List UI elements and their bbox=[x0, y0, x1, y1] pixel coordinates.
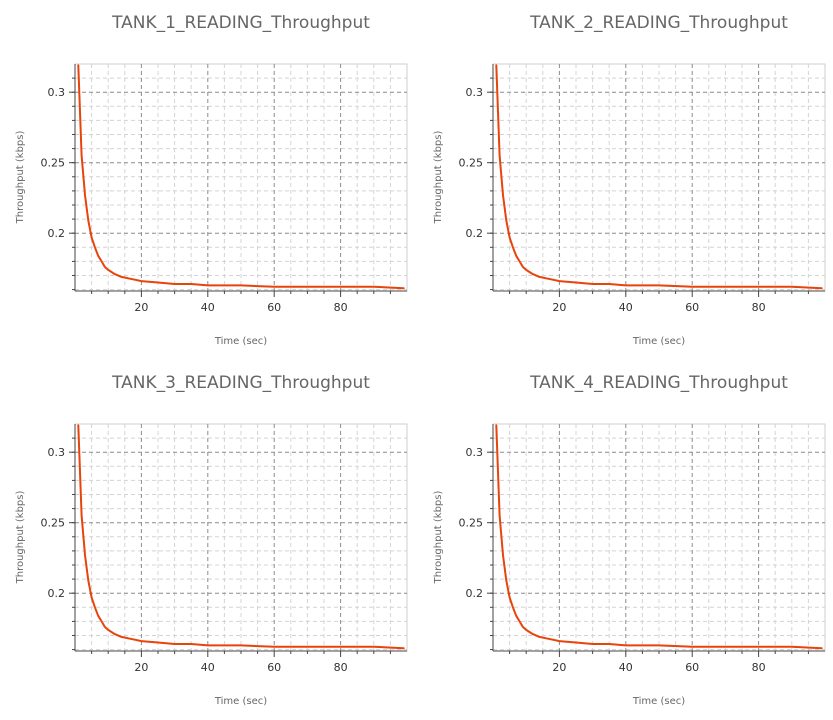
y-tick-label: 0.2 bbox=[466, 227, 484, 240]
y-tick-label: 0.25 bbox=[459, 517, 484, 530]
series-line bbox=[77, 424, 405, 650]
plot-area: 20 40 60 80 0.2 0.25 0.3 bbox=[459, 423, 826, 674]
x-tick-label: 20 bbox=[552, 661, 566, 674]
y-axis-label: Throughput (kbps) bbox=[15, 131, 26, 225]
x-tick-label: 80 bbox=[334, 661, 348, 674]
series-line bbox=[77, 64, 405, 290]
chart-svg-tank-3: TANK_3_READING_Throughput Time (sec) Thr… bbox=[15, 373, 408, 707]
y-tick-label: 0.3 bbox=[466, 446, 484, 459]
y-tick-label: 0.3 bbox=[466, 86, 484, 99]
chart-panel-tank-4: TANK_4_READING_Throughput Time (sec) Thr… bbox=[417, 360, 833, 720]
y-tick-label: 0.25 bbox=[41, 157, 66, 170]
y-tick-label: 0.2 bbox=[48, 227, 66, 240]
y-axis-label: Throughput (kbps) bbox=[433, 131, 444, 225]
chart-svg-tank-2: TANK_2_READING_Throughput Time (sec) Thr… bbox=[433, 13, 826, 347]
plot-area: 20 40 60 80 0.2 0.25 0.3 bbox=[459, 63, 826, 314]
chart-svg-tank-4: TANK_4_READING_Throughput Time (sec) Thr… bbox=[433, 373, 826, 707]
chart-svg-tank-1: TANK_1_READING_Throughput Time (sec) Thr… bbox=[15, 13, 408, 347]
series-line bbox=[495, 64, 823, 290]
plot-area: 20 40 60 80 0.2 0.25 0.3 bbox=[41, 423, 408, 674]
y-tick-label: 0.3 bbox=[48, 446, 66, 459]
plot-area: 20 40 60 80 0.2 0.25 0.3 bbox=[41, 63, 408, 314]
y-axis-label: Throughput (kbps) bbox=[15, 491, 26, 585]
x-tick-label: 20 bbox=[134, 301, 148, 314]
x-tick-label: 20 bbox=[134, 661, 148, 674]
x-tick-label: 80 bbox=[334, 301, 348, 314]
y-tick-label: 0.25 bbox=[459, 157, 484, 170]
x-tick-label: 20 bbox=[552, 301, 566, 314]
chart-title: TANK_4_READING_Throughput bbox=[529, 373, 788, 393]
x-tick-label: 60 bbox=[267, 661, 281, 674]
x-tick-label: 80 bbox=[752, 301, 766, 314]
y-tick-label: 0.2 bbox=[466, 587, 484, 600]
y-tick-label: 0.2 bbox=[48, 587, 66, 600]
chart-title: TANK_3_READING_Throughput bbox=[111, 373, 370, 393]
x-tick-label: 80 bbox=[752, 661, 766, 674]
x-axis-label: Time (sec) bbox=[632, 696, 685, 707]
y-axis-label: Throughput (kbps) bbox=[433, 491, 444, 585]
chart-panel-tank-3: TANK_3_READING_Throughput Time (sec) Thr… bbox=[0, 360, 416, 720]
y-tick-label: 0.25 bbox=[41, 517, 66, 530]
chart-title: TANK_1_READING_Throughput bbox=[111, 13, 370, 33]
x-axis-label: Time (sec) bbox=[214, 696, 267, 707]
chart-title: TANK_2_READING_Throughput bbox=[529, 13, 788, 33]
x-tick-label: 40 bbox=[201, 301, 215, 314]
chart-panel-tank-1: TANK_1_READING_Throughput Time (sec) Thr… bbox=[0, 0, 416, 360]
x-axis-label: Time (sec) bbox=[214, 336, 267, 347]
x-tick-label: 60 bbox=[685, 301, 699, 314]
x-tick-label: 60 bbox=[685, 661, 699, 674]
series-line bbox=[495, 424, 823, 650]
x-tick-label: 40 bbox=[619, 661, 633, 674]
x-tick-label: 40 bbox=[619, 301, 633, 314]
x-tick-label: 60 bbox=[267, 301, 281, 314]
chart-panel-tank-2: TANK_2_READING_Throughput Time (sec) Thr… bbox=[417, 0, 833, 360]
y-tick-label: 0.3 bbox=[48, 86, 66, 99]
x-tick-label: 40 bbox=[201, 661, 215, 674]
x-axis-label: Time (sec) bbox=[632, 336, 685, 347]
